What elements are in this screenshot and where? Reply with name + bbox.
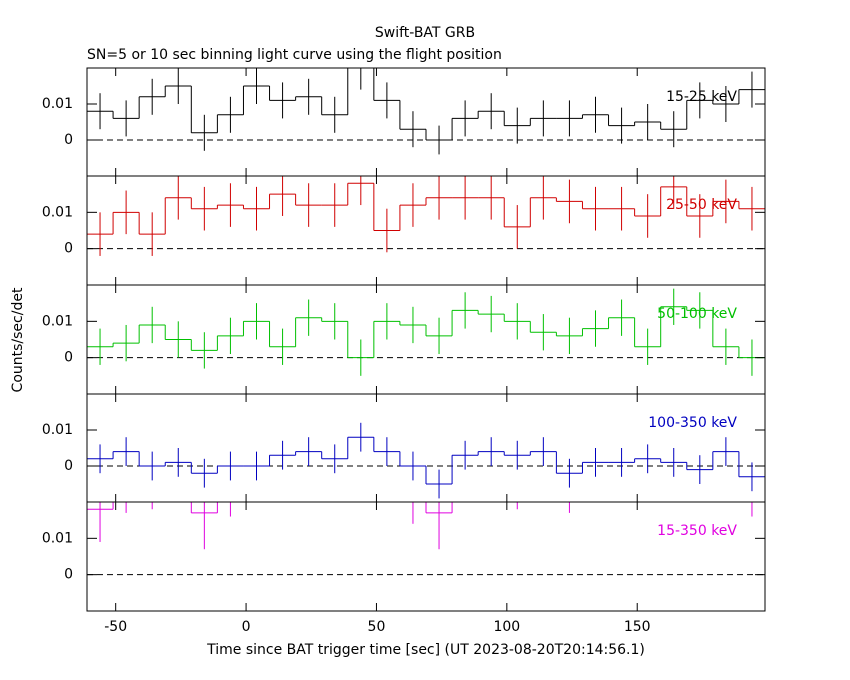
y-tick-label: 0	[64, 458, 73, 474]
y-tick-label: 0.01	[42, 204, 73, 220]
panel-plot	[87, 288, 765, 376]
panel-frame	[86, 67, 766, 177]
panel-label: 100-350 keV	[648, 415, 737, 431]
panel-frame	[86, 175, 766, 286]
y-tick-label: 0.01	[42, 96, 73, 112]
x-axis-label: Time since BAT trigger time [sec] (UT 20…	[206, 642, 645, 658]
panel-plot	[87, 176, 765, 256]
panel-plot	[87, 502, 765, 576]
x-tick-label: 150	[624, 619, 651, 635]
chart-title: Swift-BAT GRB	[375, 25, 475, 41]
panel-plot	[87, 68, 765, 155]
y-tick-label: 0	[64, 132, 73, 148]
panel-frame	[86, 393, 766, 503]
y-tick-label: 0.01	[42, 313, 73, 329]
y-tick-label: 0.01	[42, 422, 73, 438]
x-tick-label: -50	[104, 619, 127, 635]
panel-frame	[86, 501, 766, 612]
y-tick-label: 0.01	[42, 530, 73, 546]
panel-label: 15-25 keV	[666, 89, 737, 105]
x-tick-label: 50	[368, 619, 386, 635]
y-tick-label: 0	[64, 350, 73, 366]
panel-label: 50-100 keV	[657, 306, 737, 322]
panel-label: 15-350 keV	[657, 523, 737, 539]
x-tick-label: 0	[242, 619, 251, 635]
y-tick-label: 0	[64, 567, 73, 583]
panel-label: 25-50 keV	[666, 197, 737, 213]
chart-subtitle: SN=5 or 10 sec binning light curve using…	[87, 47, 502, 63]
x-tick-label: 100	[493, 619, 520, 635]
y-axis-label: Counts/sec/det	[10, 287, 26, 392]
panel-plot	[87, 422, 765, 499]
y-tick-label: 0	[64, 241, 73, 257]
